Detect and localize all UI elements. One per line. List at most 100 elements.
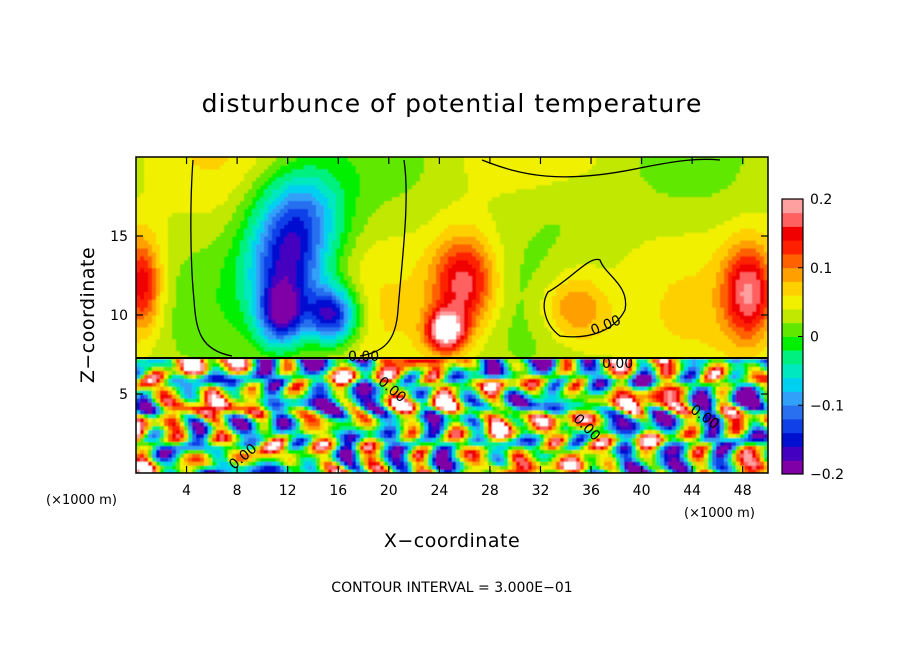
heatmap-cell — [636, 437, 641, 442]
heatmap-cell — [224, 405, 229, 411]
heatmap-cell — [376, 413, 381, 419]
heatmap-cell — [468, 401, 473, 407]
heatmap-cell — [376, 461, 381, 466]
heatmap-cell — [312, 453, 317, 458]
heatmap-cell — [568, 366, 573, 371]
heatmap-cell — [136, 374, 141, 379]
heatmap-cell — [288, 397, 293, 403]
heatmap-cell — [472, 382, 477, 387]
heatmap-cell — [632, 401, 637, 407]
heatmap-cell — [276, 401, 281, 407]
heatmap-cell — [228, 397, 233, 403]
heatmap-cell — [256, 362, 261, 367]
heatmap-cell — [240, 469, 245, 473]
heatmap-cell — [684, 433, 689, 439]
heatmap-cell — [340, 366, 345, 371]
heatmap-cell — [364, 370, 369, 375]
heatmap-cell — [136, 358, 141, 363]
heatmap-cell — [556, 429, 561, 435]
heatmap-cell — [408, 358, 413, 363]
heatmap-cell — [332, 453, 337, 458]
heatmap-cell — [712, 417, 717, 423]
heatmap-cell — [212, 417, 217, 423]
heatmap-cell — [176, 409, 181, 415]
heatmap-cell — [260, 401, 265, 407]
heatmap-cell — [320, 441, 325, 446]
heatmap-cell — [668, 354, 673, 360]
heatmap-cell — [176, 378, 181, 383]
heatmap-cell — [580, 413, 585, 419]
heatmap-cell — [144, 469, 149, 473]
heatmap-cell — [392, 382, 397, 387]
heatmap-cell — [144, 453, 149, 458]
heatmap-cell — [384, 374, 389, 379]
heatmap-cell — [688, 425, 693, 431]
heatmap-cell — [540, 382, 545, 387]
heatmap-cell — [544, 401, 549, 407]
heatmap-cell — [388, 469, 393, 473]
heatmap-cell — [280, 350, 285, 356]
heatmap-cell — [440, 374, 445, 379]
heatmap-cell — [524, 437, 529, 442]
heatmap-cell — [192, 429, 197, 435]
heatmap-cell — [212, 441, 217, 446]
heatmap-cell — [264, 429, 269, 435]
heatmap-cell — [648, 394, 653, 399]
heatmap-cell — [324, 346, 329, 352]
heatmap-cell — [492, 394, 497, 399]
heatmap-cell — [368, 350, 373, 356]
heatmap-cell — [196, 449, 201, 454]
heatmap-cell — [224, 453, 229, 458]
heatmap-cell — [476, 394, 481, 399]
heatmap-cell — [300, 441, 305, 446]
heatmap-cell — [456, 370, 461, 375]
heatmap-cell — [160, 374, 165, 379]
heatmap-cell — [300, 378, 305, 383]
heatmap-cell — [268, 441, 273, 446]
heatmap-cell — [412, 390, 417, 395]
heatmap-cell — [180, 358, 185, 363]
heatmap-cell — [180, 390, 185, 395]
heatmap-cell — [328, 425, 333, 431]
heatmap-cell — [516, 413, 521, 419]
heatmap-cell — [556, 413, 561, 419]
heatmap-cell — [248, 382, 253, 387]
heatmap-cell — [572, 354, 577, 360]
heatmap-cell — [544, 409, 549, 415]
heatmap-cell — [196, 437, 201, 442]
heatmap-cell — [340, 461, 345, 466]
heatmap-cell — [648, 465, 653, 470]
heatmap-cell — [148, 449, 153, 454]
heatmap-cell — [500, 421, 505, 427]
heatmap-cell — [728, 425, 733, 431]
heatmap-cell — [680, 417, 685, 423]
heatmap-cell — [700, 425, 705, 431]
heatmap-cell — [228, 346, 233, 352]
heatmap-cell — [492, 370, 497, 375]
heatmap-cell — [432, 417, 437, 423]
heatmap-cell — [564, 394, 569, 399]
heatmap-cell — [328, 445, 333, 450]
heatmap-cell — [532, 429, 537, 435]
heatmap-cell — [752, 469, 757, 473]
heatmap-cell — [620, 397, 625, 403]
heatmap-cell — [364, 354, 369, 360]
heatmap-cell — [436, 465, 441, 470]
heatmap-cell — [448, 469, 453, 473]
heatmap-cell — [516, 386, 521, 391]
heatmap-cell — [280, 449, 285, 454]
heatmap-cell — [284, 429, 289, 435]
heatmap-cell — [508, 390, 513, 395]
heatmap-cell — [620, 378, 625, 383]
heatmap-cell — [472, 421, 477, 427]
heatmap-cell — [676, 421, 681, 427]
heatmap-cell — [452, 449, 457, 454]
heatmap-cell — [400, 370, 405, 375]
heatmap-cell — [440, 413, 445, 419]
heatmap-cell — [440, 366, 445, 371]
heatmap-cell — [608, 429, 613, 435]
heatmap-cell — [512, 465, 517, 470]
heatmap-cell — [592, 465, 597, 470]
heatmap-cell — [564, 433, 569, 439]
heatmap-cell — [188, 425, 193, 431]
